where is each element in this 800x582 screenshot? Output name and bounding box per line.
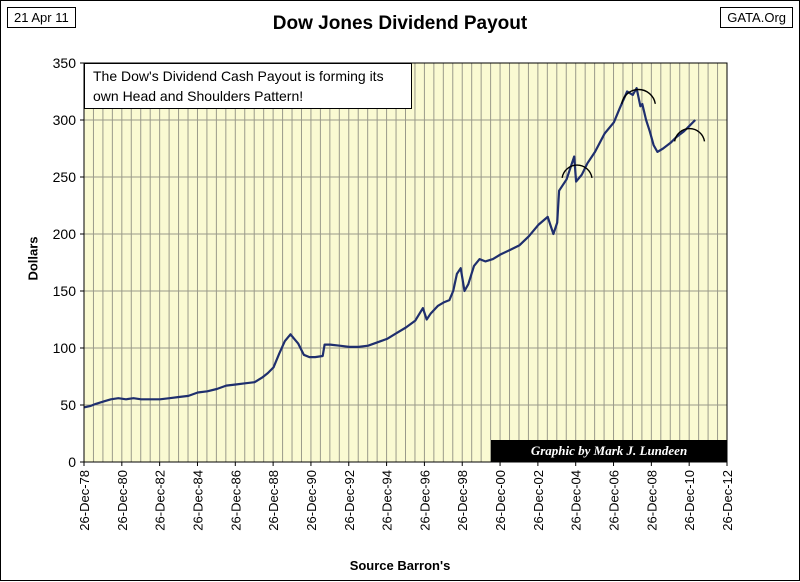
x-tick-label: 26-Dec-96 xyxy=(417,470,432,531)
y-tick-label: 350 xyxy=(53,55,77,71)
x-tick-label: 26-Dec-12 xyxy=(720,470,735,531)
y-tick-label: 100 xyxy=(53,340,77,356)
y-tick-label: 50 xyxy=(60,397,76,413)
x-tick-label: 26-Dec-94 xyxy=(380,470,395,531)
x-tick-label: 26-Dec-86 xyxy=(228,470,243,531)
hump-arc xyxy=(561,164,593,179)
date-label: 21 Apr 11 xyxy=(7,7,76,28)
x-tick-label: 26-Dec-00 xyxy=(493,470,508,531)
y-tick-label: 200 xyxy=(53,226,77,242)
dividend-series-line xyxy=(84,87,696,409)
annotation-box: The Dow's Dividend Cash Payout is formin… xyxy=(84,63,412,109)
y-tick-label: 150 xyxy=(53,283,77,299)
y-axis-ticks: 0 50 100 150 200 250 300 350 xyxy=(53,55,84,470)
source-label: GATA.Org xyxy=(720,7,793,28)
y-tick-label: 300 xyxy=(53,112,77,128)
credit-banner: Graphic by Mark J. Lundeen xyxy=(491,440,727,462)
x-tick-label: 26-Dec-90 xyxy=(304,470,319,531)
x-tick-label: 26-Dec-80 xyxy=(115,470,130,531)
x-tick-label: 26-Dec-82 xyxy=(153,470,168,531)
x-tick-label: 26-Dec-92 xyxy=(342,470,357,531)
x-tick-label: 26-Dec-08 xyxy=(644,470,659,531)
chart-title: Dow Jones Dividend Payout xyxy=(272,13,528,34)
x-tick-label: 26-Dec-88 xyxy=(266,470,281,531)
hump-arc xyxy=(673,127,706,142)
x-tick-label: 26-Dec-04 xyxy=(569,470,584,531)
x-axis-label: Source Barron's xyxy=(349,558,451,573)
x-tick-label: 26-Dec-10 xyxy=(682,470,697,531)
y-tick-label: 0 xyxy=(68,454,76,470)
x-axis-ticks: 26-Dec-78 26-Dec-80 26-Dec-82 26-Dec-84 26-D… xyxy=(77,462,735,531)
x-tick-label: 26-Dec-06 xyxy=(607,470,622,531)
x-tick-label: 26-Dec-02 xyxy=(531,470,546,531)
x-tick-label: 26-Dec-78 xyxy=(77,470,92,531)
x-tick-label: 26-Dec-84 xyxy=(190,470,205,531)
y-tick-label: 250 xyxy=(53,169,77,185)
head-and-shoulders-arcs xyxy=(561,88,706,179)
hump-arc xyxy=(621,88,656,104)
x-tick-label: 26-Dec-98 xyxy=(455,470,470,531)
y-axis-label: Dollars xyxy=(25,236,41,281)
